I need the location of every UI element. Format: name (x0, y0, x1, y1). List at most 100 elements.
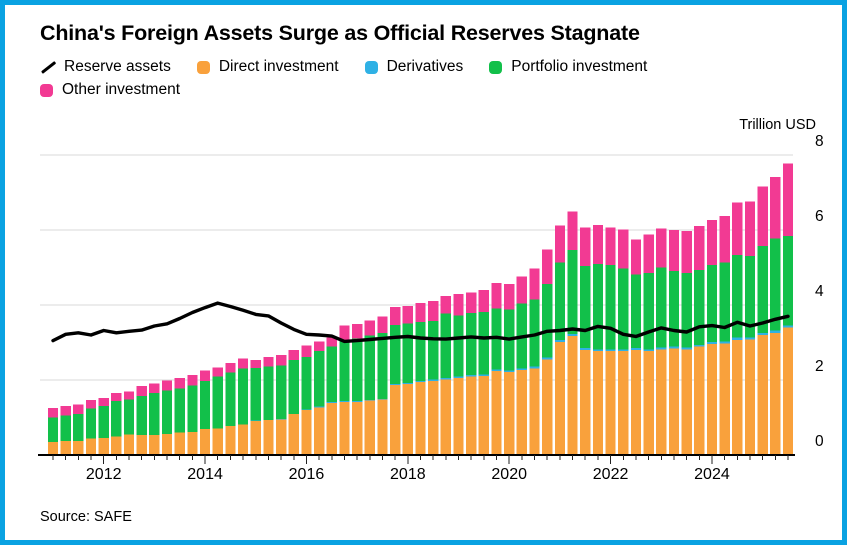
direct-investment-bar (668, 348, 680, 455)
portfolio-investment-bar (123, 399, 135, 435)
other-investment-bar (744, 201, 756, 256)
portfolio-investment-bar (415, 321, 426, 381)
swatch-icon (364, 60, 378, 74)
derivatives-bar (428, 379, 439, 381)
direct-investment-bar (694, 346, 705, 456)
other-investment-bar (402, 305, 413, 324)
direct-investment-bar (605, 351, 616, 456)
other-investment-bar (123, 391, 135, 400)
portfolio-investment-bar (630, 274, 642, 349)
other-investment-bar (491, 282, 502, 309)
other-investment-bar (668, 230, 680, 271)
portfolio-investment-bar (643, 272, 654, 350)
x-tick-label: 2020 (491, 466, 527, 483)
direct-investment-bar (225, 425, 236, 455)
x-tick-label: 2022 (593, 466, 629, 483)
derivatives-bar (313, 406, 325, 408)
other-investment-bar (326, 337, 337, 347)
direct-investment-bar (592, 351, 604, 456)
other-investment-bar (149, 383, 160, 394)
other-investment-bar (605, 227, 616, 265)
stacked-bars (47, 163, 794, 456)
y-axis-labels: 0 2 4 6 8 (815, 133, 824, 450)
legend-item-reserve-assets: Reserve assets (40, 58, 171, 76)
other-investment-bar (98, 398, 109, 406)
legend-label: Other investment (62, 81, 181, 98)
derivatives-bar (504, 370, 515, 372)
x-axis: 2012 2014 2016 2018 2020 2022 2024 (38, 454, 795, 483)
direct-investment-bar (161, 434, 173, 455)
x-tick-label: 2016 (289, 466, 325, 483)
direct-investment-bar (364, 400, 375, 456)
derivatives-bar (757, 332, 768, 335)
derivatives-bar (440, 378, 451, 380)
derivatives-bar (529, 366, 540, 369)
legend-row-1: Reserve assets Direct investment Derivat… (40, 57, 673, 77)
legend-label: Direct investment (218, 58, 339, 75)
direct-investment-bar (199, 429, 211, 455)
other-investment-bar (161, 380, 173, 391)
portfolio-investment-bar (339, 339, 350, 401)
legend-item-derivatives: Derivatives (364, 58, 464, 76)
portfolio-investment-bar (199, 381, 211, 430)
direct-investment-bar (757, 335, 768, 455)
other-investment-bar (630, 239, 642, 275)
portfolio-investment-bar (149, 393, 160, 435)
other-investment-bar (339, 325, 350, 340)
direct-investment-bar (504, 371, 515, 455)
other-investment-bar (225, 363, 236, 373)
direct-investment-bar (351, 401, 363, 455)
other-investment-bar (656, 228, 667, 268)
direct-investment-bar (567, 335, 578, 455)
portfolio-investment-bar (757, 246, 768, 333)
x-tick-label: 2014 (187, 466, 223, 483)
portfolio-investment-bar (770, 238, 781, 331)
other-investment-bar (770, 176, 781, 239)
direct-investment-bar (149, 434, 160, 455)
other-investment-bar (136, 386, 147, 396)
legend-label: Derivatives (386, 58, 464, 75)
direct-investment-bar (542, 359, 553, 456)
other-investment-bar (453, 294, 464, 316)
other-investment-bar (428, 300, 439, 322)
swatch-icon (40, 83, 53, 97)
portfolio-investment-bar (390, 324, 401, 384)
derivatives-bar (694, 344, 705, 347)
portfolio-investment-bar (136, 395, 147, 436)
derivatives-bar (377, 398, 388, 400)
portfolio-investment-bar (592, 264, 604, 350)
y-tick-label: 2 (815, 358, 824, 375)
direct-investment-bar (136, 435, 147, 456)
direct-investment-bar (377, 399, 388, 455)
direct-investment-bar (212, 428, 223, 456)
direct-investment-bar (390, 384, 401, 456)
portfolio-investment-bar (161, 390, 173, 434)
derivatives-bar (592, 349, 604, 352)
portfolio-investment-bar (554, 262, 566, 340)
other-investment-bar (288, 350, 299, 361)
legend-item-direct-investment: Direct investment (196, 58, 339, 76)
portfolio-investment-bar (605, 264, 616, 350)
derivatives-bar (364, 399, 375, 401)
portfolio-investment-bar (377, 332, 388, 399)
derivatives-bar (339, 401, 350, 402)
derivatives-bar (681, 347, 692, 350)
direct-investment-bar (415, 381, 426, 456)
portfolio-investment-bar (288, 360, 299, 414)
derivatives-bar (618, 349, 629, 352)
other-investment-bar (237, 358, 249, 369)
swatch-icon (489, 60, 503, 74)
other-investment-bar (504, 284, 515, 310)
other-investment-bar (592, 225, 604, 265)
direct-investment-bar (313, 407, 325, 456)
direct-investment-bar (187, 431, 198, 455)
derivatives-bar (542, 357, 553, 360)
derivatives-bar (402, 383, 413, 385)
swatch-icon (196, 60, 210, 74)
portfolio-investment-bar (428, 321, 439, 380)
portfolio-investment-bar (580, 266, 591, 349)
portfolio-investment-bar (529, 299, 540, 367)
other-investment-bar (706, 219, 718, 265)
derivatives-bar (706, 342, 718, 345)
derivatives-bar (466, 375, 477, 377)
